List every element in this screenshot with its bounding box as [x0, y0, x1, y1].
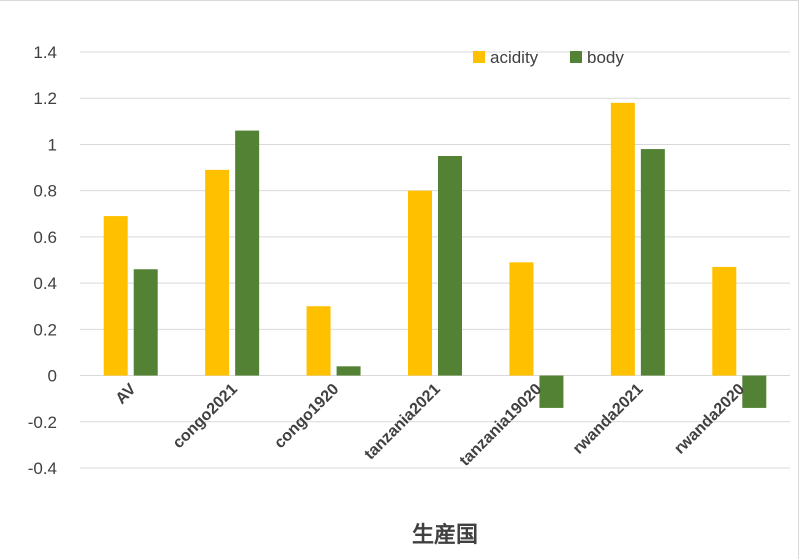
legend-swatch-body	[570, 51, 582, 63]
y-axis-ticks: -0.4 -0.2 0 0.2 0.4 0.6 0.8 1 1.2 1.4	[28, 43, 57, 478]
bar-acidity-rwanda2021	[610, 102, 635, 376]
bar-acidity-rwanda2020	[712, 266, 737, 376]
bar-acidity-tanzania2021	[408, 190, 432, 376]
legend-swatch-acidity	[473, 51, 485, 63]
x-tick-label: AV	[113, 381, 140, 408]
bar-body-congo2021	[235, 130, 260, 376]
x-tick-label: tanzania19020	[457, 381, 546, 470]
x-tick-label: rwanda2020	[671, 381, 748, 458]
bar-acidity-AV	[103, 216, 128, 376]
x-axis-label: 生産国	[412, 522, 478, 548]
x-tick-label: rwanda2021	[570, 381, 647, 458]
bar-acidity-congo2021	[205, 169, 230, 376]
y-tick-label: 1	[48, 135, 57, 154]
legend: acidity body	[473, 48, 624, 67]
y-tick-label: 1.2	[33, 89, 57, 108]
y-tick-label: 0.8	[33, 182, 57, 201]
y-tick-label: -0.2	[28, 413, 57, 432]
y-tick-label: 1.4	[33, 43, 57, 62]
bar-body-AV	[133, 269, 158, 376]
legend-label-body: body	[587, 48, 624, 67]
y-tick-label: -0.4	[28, 459, 57, 478]
legend-label-acidity: acidity	[490, 48, 539, 67]
bar-body-tanzania2021	[438, 156, 462, 376]
y-tick-label: 0.4	[33, 274, 57, 293]
x-tick-label: congo2021	[170, 381, 241, 452]
x-axis-ticks: AV congo2021 congo1920 tanzania2021 tanzania…	[113, 381, 749, 470]
x-tick-label: congo1920	[271, 381, 342, 452]
bars	[103, 102, 767, 408]
bar-acidity-congo1920	[306, 306, 331, 376]
bar-acidity-tanzania19020	[509, 262, 534, 376]
y-tick-label: 0	[48, 367, 57, 386]
bar-body-rwanda2021	[640, 149, 665, 376]
bar-body-tanzania19020	[539, 375, 564, 408]
bar-body-congo1920	[336, 366, 361, 376]
y-tick-label: 0.2	[33, 320, 57, 339]
y-tick-label: 0.6	[33, 228, 57, 247]
bar-body-rwanda2020	[742, 375, 767, 408]
gridlines	[80, 51, 790, 469]
